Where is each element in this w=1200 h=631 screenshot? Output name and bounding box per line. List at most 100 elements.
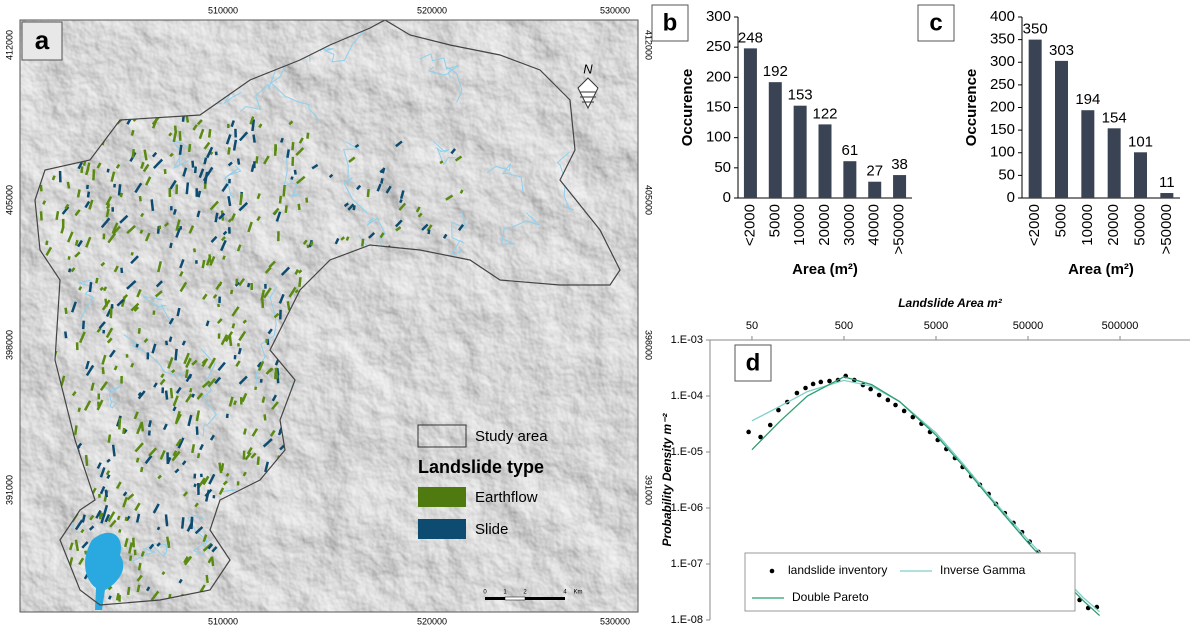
- landslide: [150, 199, 155, 212]
- landslide: [67, 231, 74, 243]
- landslide: [137, 391, 142, 397]
- landslide: [142, 163, 150, 173]
- scale-label: Km: [574, 590, 583, 596]
- landslide: [236, 158, 241, 165]
- data-point: [827, 378, 832, 384]
- landslide: [112, 225, 121, 235]
- north-label: N: [583, 61, 593, 76]
- landslide: [146, 352, 150, 360]
- y-tick-label: 1.E-03: [671, 334, 703, 346]
- landslide: [254, 386, 258, 391]
- landslide: [107, 511, 116, 522]
- landslide: [116, 515, 121, 521]
- landslide: [106, 168, 110, 173]
- landslide: [201, 380, 211, 389]
- bar: [1160, 193, 1174, 198]
- landslide: [227, 195, 232, 207]
- landslide: [88, 281, 93, 293]
- landslide: [297, 203, 301, 211]
- landslide: [340, 236, 346, 241]
- landslide: [42, 200, 47, 205]
- landslide: [78, 557, 85, 566]
- y-tick-label: 300: [706, 8, 731, 25]
- landslide: [199, 584, 206, 593]
- landslide: [96, 399, 104, 411]
- x-tick-label: 5000: [924, 320, 948, 332]
- landslide: [58, 170, 62, 183]
- landslide: [120, 267, 124, 274]
- landslide: [136, 574, 143, 582]
- data-point: [818, 379, 824, 385]
- landslide: [268, 367, 274, 373]
- landslide: [381, 167, 386, 174]
- landslide: [263, 414, 267, 421]
- y-tick-label: 300: [990, 53, 1015, 70]
- landslide: [168, 336, 173, 343]
- y-tick-label: 350: [990, 31, 1015, 48]
- y-tick-label: 100: [990, 144, 1015, 161]
- x-tick-label: 10000: [1079, 204, 1096, 246]
- landslide: [354, 143, 360, 149]
- landslide: [178, 144, 183, 155]
- landslide: [227, 147, 231, 155]
- map-coordinate-label: 412000: [4, 30, 14, 60]
- landslide: [104, 298, 108, 307]
- landslide: [230, 120, 235, 128]
- landslide: [171, 450, 181, 462]
- y-tick-label: 200: [706, 68, 731, 85]
- landslide: [457, 223, 465, 232]
- landslide: [218, 296, 221, 304]
- landslide: [164, 340, 169, 346]
- landslide: [280, 137, 284, 143]
- river: [131, 543, 168, 563]
- landslide: [207, 543, 214, 550]
- landslide: [144, 176, 152, 186]
- landslide: [203, 157, 208, 165]
- data-point: [776, 407, 781, 413]
- landslide: [177, 437, 185, 449]
- landslide: [109, 306, 113, 319]
- landslide: [166, 456, 172, 464]
- landslide: [439, 160, 444, 165]
- scale-label: 2: [523, 590, 527, 596]
- landslide: [274, 367, 279, 379]
- landslide: [77, 239, 83, 248]
- landslide: [123, 538, 129, 548]
- landslide: [209, 200, 219, 211]
- data-label: 122: [812, 105, 837, 122]
- landslide: [238, 277, 246, 287]
- landslide: [74, 519, 84, 531]
- bar: [1055, 60, 1068, 198]
- landslide: [171, 369, 176, 374]
- landslide: [176, 307, 181, 317]
- landslide: [150, 590, 160, 601]
- landslide: [199, 443, 204, 451]
- landslide: [239, 193, 244, 206]
- y-tick-label: 200: [990, 98, 1015, 115]
- landslide: [143, 149, 148, 161]
- landslide: [196, 119, 203, 126]
- landslide: [231, 323, 236, 329]
- landslide: [81, 320, 85, 330]
- landslide: [229, 289, 234, 295]
- landslide: [80, 166, 84, 173]
- landslide: [139, 229, 144, 234]
- landslide: [195, 410, 201, 422]
- bar: [893, 175, 907, 198]
- landslide: [172, 406, 177, 412]
- landslide: [163, 222, 170, 227]
- data-point: [810, 381, 816, 387]
- landslide: [145, 586, 151, 592]
- legend-label: Earthflow: [475, 489, 538, 506]
- landslide: [220, 239, 227, 252]
- landslide: [239, 397, 243, 405]
- landslide: [102, 233, 106, 240]
- landslide: [454, 155, 463, 162]
- landslide: [99, 381, 109, 391]
- landslide: [175, 228, 181, 238]
- landslide: [124, 516, 128, 522]
- landslide: [133, 549, 137, 556]
- north-arrow: N: [577, 61, 599, 110]
- landslide: [243, 428, 247, 435]
